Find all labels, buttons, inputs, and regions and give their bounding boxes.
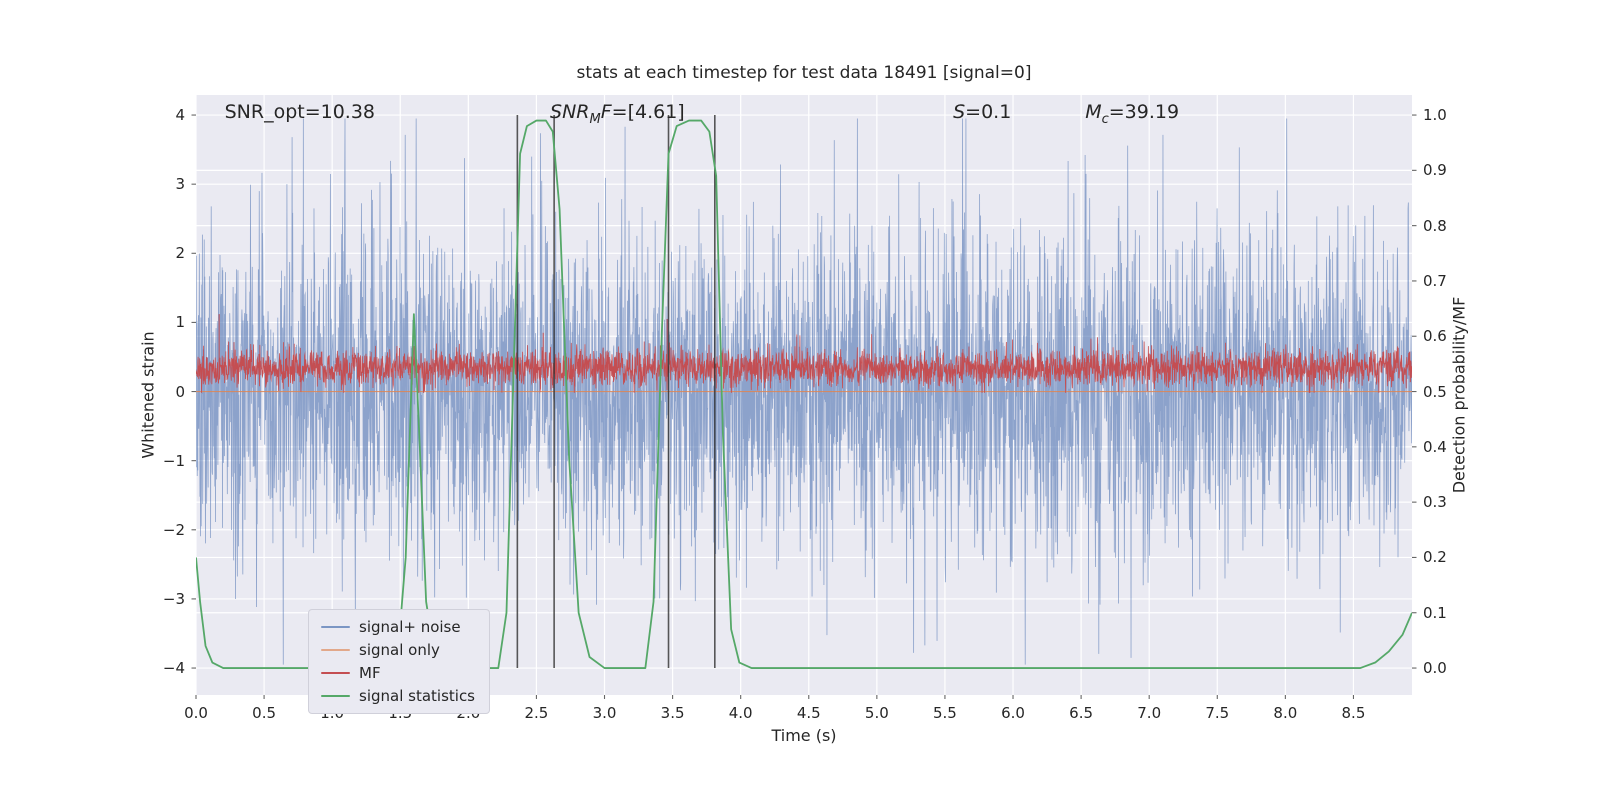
y-tick-label-right: 1.0 [1423,106,1447,125]
y-tick-label-right: 0.1 [1423,603,1447,622]
y-tick-label-right: 0.5 [1423,382,1447,401]
legend: signal+ noise signal only MF signal stat… [308,609,491,714]
x-tick-label: 5.0 [864,704,889,722]
legend-item-signal-noise: signal+ noise [321,617,475,637]
x-tick-label: 5.5 [932,704,957,722]
annotation: S=0.1 [953,101,1012,123]
x-tick-label: 2.5 [524,704,549,722]
y-tick-label-right: 0.2 [1423,548,1447,567]
y-tick-label-left: −1 [162,451,185,470]
x-tick-label: 7.0 [1137,704,1162,722]
legend-label-signal-only: signal only [359,641,440,659]
legend-line-signal-statistics-icon [321,694,350,698]
legend-item-mf: MF [321,663,475,683]
x-tick-label: 3.0 [592,704,617,722]
y-tick-label-right: 0.0 [1423,659,1447,678]
x-tick-label: 8.0 [1273,704,1298,722]
legend-item-signal-statistics: signal statistics [321,686,475,706]
x-tick-label: 0.5 [252,704,277,722]
y-tick-label-left: −4 [162,659,185,678]
y-tick-label-left: 0 [175,382,185,401]
legend-label-mf: MF [359,664,381,682]
y-tick-label-right: 0.8 [1423,216,1447,235]
y-tick-label-left: 1 [175,313,185,332]
y-tick-label-left: 4 [175,106,185,125]
y-tick-label-right: 0.4 [1423,437,1447,456]
y-tick-label-right: 0.3 [1423,493,1447,512]
x-tick-label: 8.5 [1341,704,1366,722]
y-tick-label-left: 2 [175,244,185,263]
x-tick-label: 6.5 [1069,704,1094,722]
x-tick-label: 4.5 [796,704,821,722]
y-tick-label-right: 0.7 [1423,271,1447,290]
chart-title: stats at each timestep for test data 184… [576,63,1032,83]
legend-item-signal-only: signal only [321,640,475,660]
legend-line-mf-icon [321,671,350,675]
legend-label-signal-noise: signal+ noise [359,618,461,636]
y-tick-label-left: 3 [175,175,185,194]
x-tick-label: 4.0 [728,704,753,722]
y-tick-label-right: 0.9 [1423,161,1447,180]
legend-line-signal-noise-icon [321,625,350,629]
annotation: SNRMF=[4.61] [550,101,685,127]
legend-line-signal-only-icon [321,648,350,652]
y-tick-label-left: −3 [162,589,185,608]
x-tick-label: 7.5 [1205,704,1230,722]
x-tick-label: 3.5 [660,704,685,722]
x-tick-label: 6.0 [1001,704,1025,722]
x-axis-label: Time (s) [771,726,837,745]
y-tick-label-right: 0.6 [1423,327,1447,346]
x-tick-label: 0.0 [184,704,208,722]
annotation: Mc=39.19 [1085,101,1180,127]
y-axis-label-right: Detection probability/MF [1449,296,1469,494]
legend-label-signal-statistics: signal statistics [359,687,476,705]
annotation: SNR_opt=10.38 [224,101,376,123]
y-tick-label-left: −2 [162,520,185,539]
